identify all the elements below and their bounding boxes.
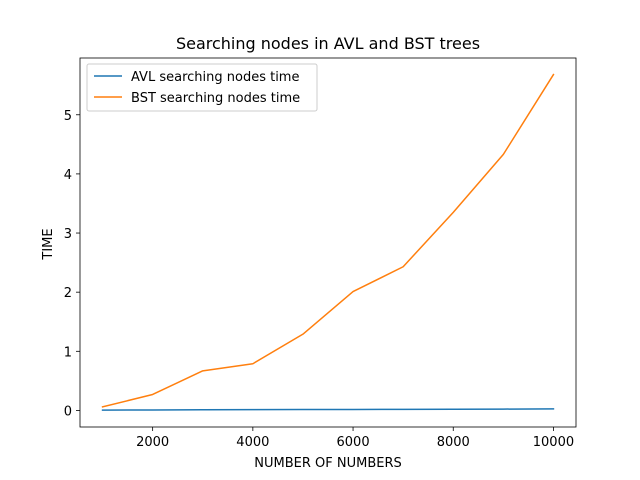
x-tick-label: 8000 xyxy=(437,435,470,450)
y-tick-label: 0 xyxy=(64,404,72,419)
plot-area: 2000 4000 6000 8000 10000 0 1 2 3 4 5 xyxy=(64,57,577,450)
x-tick-label: 10000 xyxy=(533,435,574,450)
x-tick-label: 4000 xyxy=(236,435,269,450)
series-line-bst xyxy=(101,73,555,408)
y-tick-label: 5 xyxy=(64,109,72,124)
chart-title: Searching nodes in AVL and BST trees xyxy=(176,34,480,53)
series-line-avl xyxy=(101,408,555,411)
legend-box xyxy=(86,63,318,112)
legend-label-avl: AVL searching nodes time xyxy=(131,70,299,85)
y-axis-label: TIME xyxy=(41,228,56,260)
plot-frame xyxy=(79,57,577,428)
legend: AVL searching nodes time BST searching no… xyxy=(86,63,318,112)
legend-label-bst: BST searching nodes time xyxy=(131,91,300,106)
y-tick-label: 1 xyxy=(64,345,72,360)
x-axis-label: NUMBER OF NUMBERS xyxy=(254,456,401,471)
x-tick-label: 2000 xyxy=(136,435,169,450)
y-tick-label: 4 xyxy=(64,168,72,183)
y-tick-label: 3 xyxy=(64,227,72,242)
x-tick-label: 6000 xyxy=(337,435,370,450)
y-tick-label: 2 xyxy=(64,286,72,301)
